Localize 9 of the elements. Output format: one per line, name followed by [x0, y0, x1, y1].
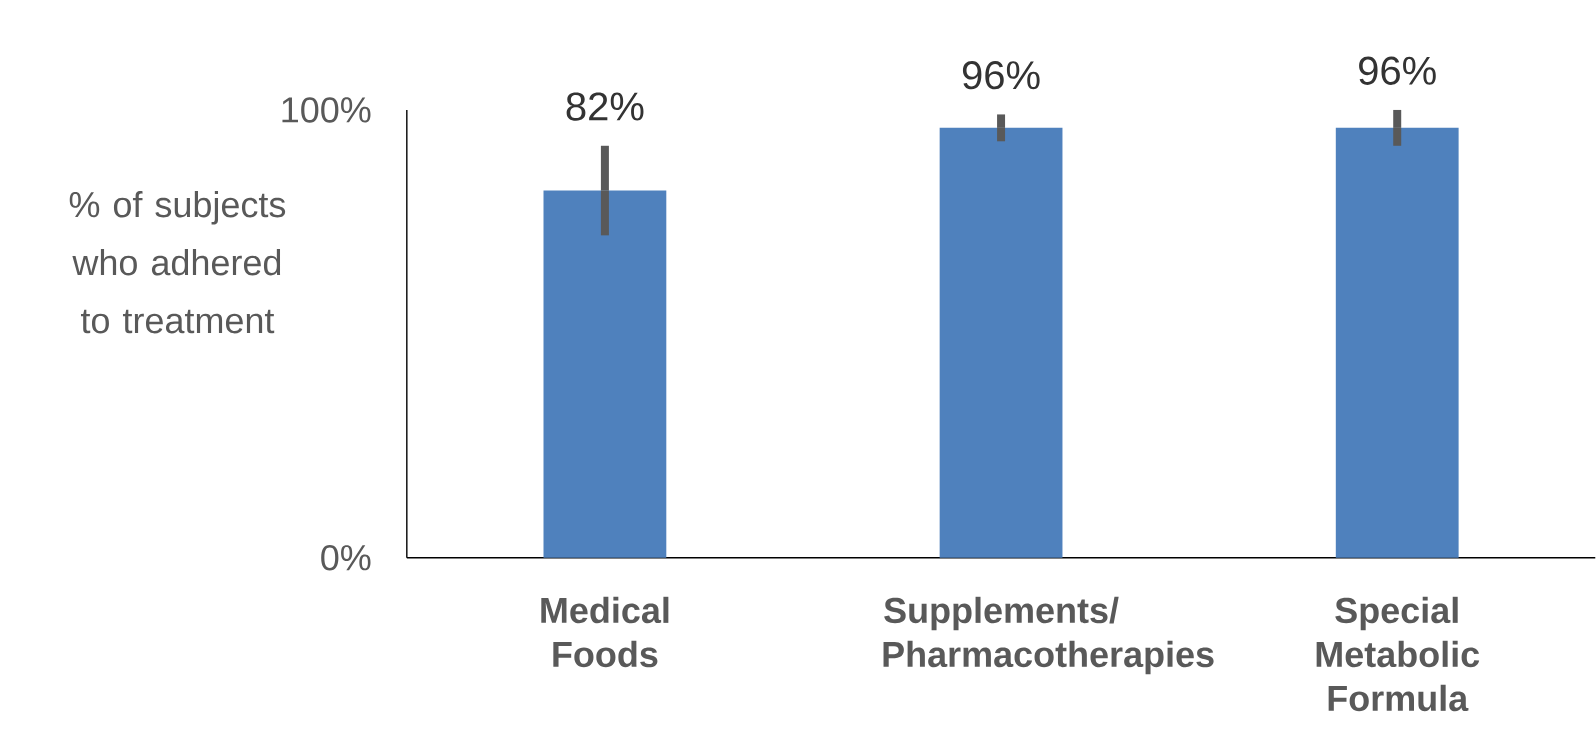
x-tick-label: Medical Foods	[541, 596, 669, 668]
y-axis-title: % of subjects who adhered to treatment	[69, 191, 286, 334]
data-label: 96%	[962, 61, 1040, 90]
x-tick-label: Special Metabolic Formula	[1316, 596, 1480, 712]
y-tick-label: 100%	[282, 97, 371, 123]
data-label: 82%	[566, 92, 644, 121]
x-tick-label: Supplements/ Pharmacotherapies	[883, 596, 1214, 675]
data-label: 96%	[1359, 56, 1436, 86]
y-tick-label: 0%	[321, 545, 371, 571]
